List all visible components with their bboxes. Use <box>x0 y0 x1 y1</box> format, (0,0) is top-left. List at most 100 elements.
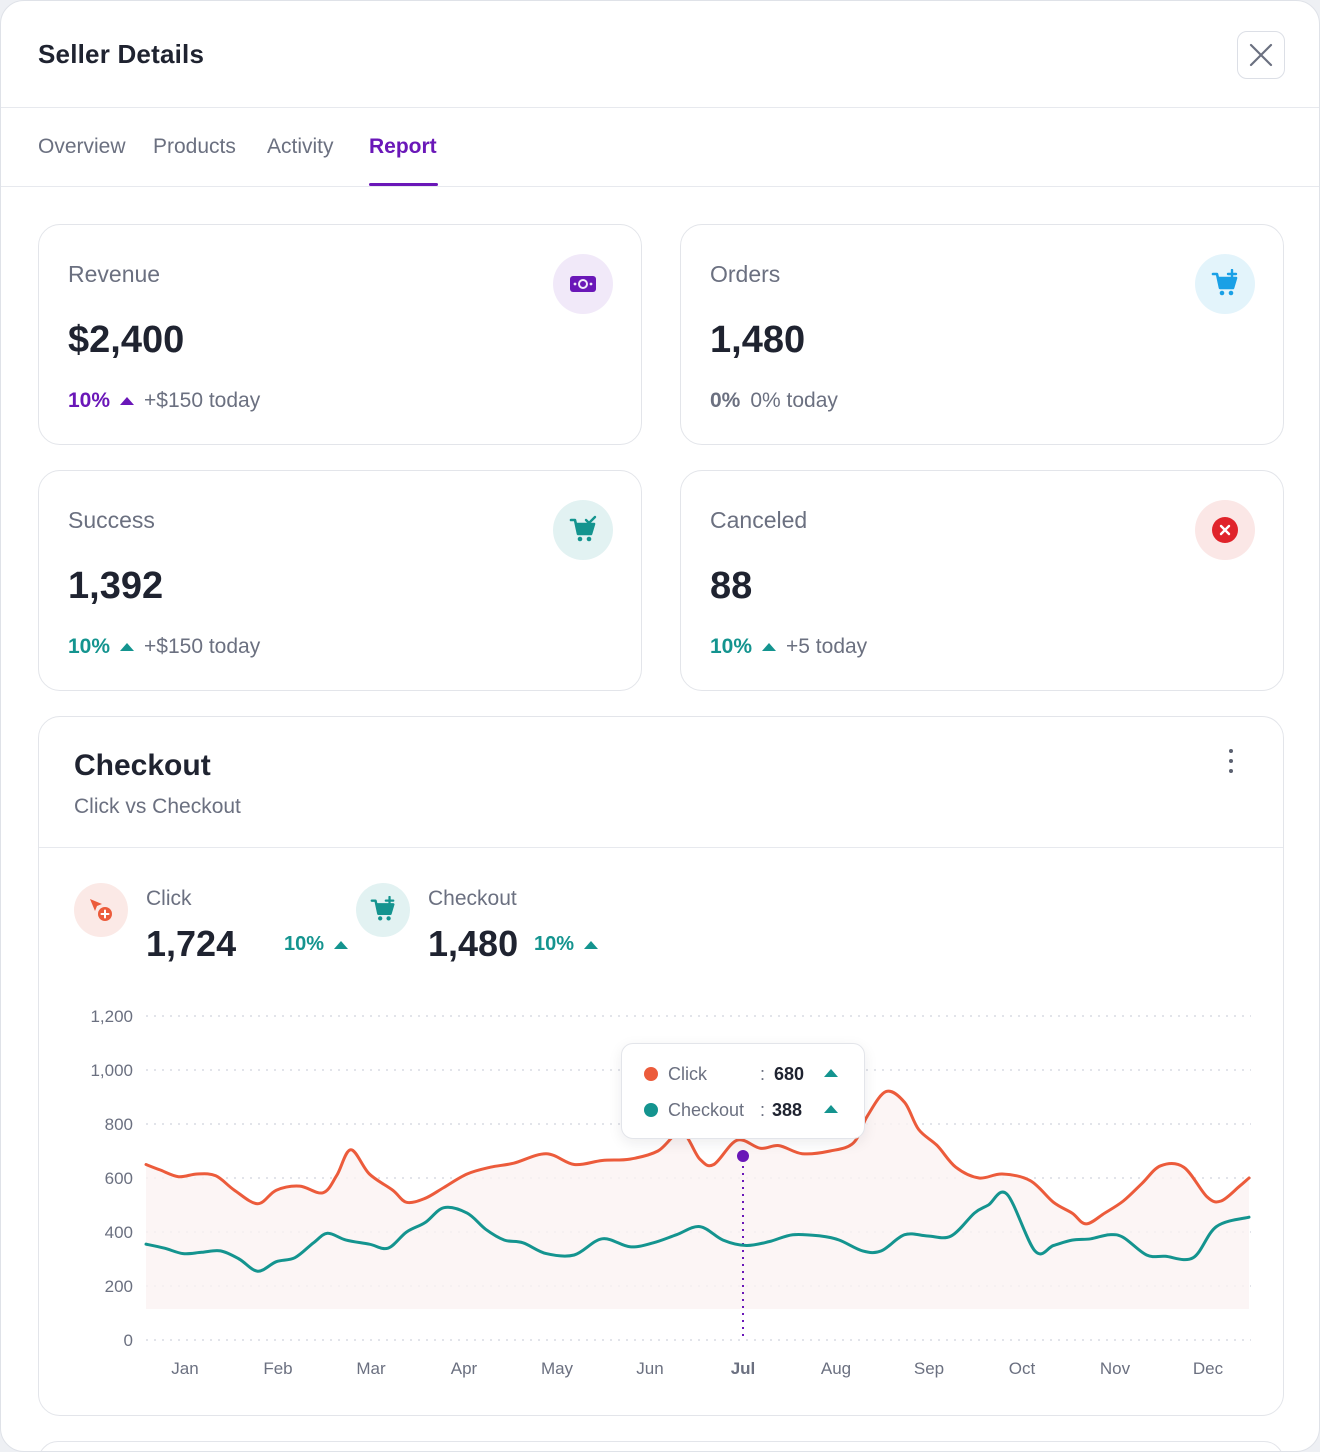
next-card-peek <box>38 1441 1284 1451</box>
orders-delta: 0% 0% today <box>710 389 838 413</box>
x-tick-label: Sep <box>914 1359 944 1378</box>
orders-label: Orders <box>710 261 781 287</box>
y-tick-label: 0 <box>124 1331 133 1350</box>
modal-header: Seller Details <box>1 1 1319 108</box>
tooltip-row-checkout: Checkout : 388 <box>644 1098 854 1122</box>
checkout-pct: 10% <box>534 933 575 955</box>
revenue-delta: 10% +$150 today <box>68 389 260 413</box>
y-tick-label: 200 <box>105 1277 133 1296</box>
trend-up-icon <box>334 940 349 949</box>
success-label: Success <box>68 507 155 533</box>
canceled-value: 88 <box>710 565 753 607</box>
tooltip-row-click: Click : 680 <box>644 1062 854 1086</box>
checkout-subtitle: Click vs Checkout <box>74 795 241 818</box>
close-button[interactable] <box>1237 31 1285 79</box>
more-options-button[interactable] <box>1217 743 1245 779</box>
tab-bar: Overview Products Activity Report <box>1 108 1319 187</box>
orders-pct: 0% <box>710 389 741 412</box>
click-series-line <box>144 1089 1251 1226</box>
card-divider <box>39 847 1283 848</box>
canceled-label: Canceled <box>710 507 808 533</box>
checkout-pct-row: 10% <box>534 933 599 956</box>
tooltip-colon: : <box>760 1099 766 1120</box>
revenue-card: Revenue $2,400 10% +$150 today <box>38 224 642 445</box>
click-pct-row: 10% <box>284 933 349 956</box>
checkout-series-line <box>144 1190 1251 1273</box>
click-icon-badge <box>74 883 128 937</box>
y-tick-label: 400 <box>105 1223 133 1242</box>
tab-report[interactable]: Report <box>369 135 437 158</box>
x-tick-label: Aug <box>821 1359 851 1378</box>
close-circle-icon <box>1212 517 1238 543</box>
x-tick-label: Apr <box>451 1359 478 1378</box>
y-tick-label: 1,000 <box>90 1061 133 1080</box>
orders-today: 0% today <box>750 389 838 412</box>
checkout-title: Checkout <box>74 749 211 782</box>
trend-up-icon <box>824 1069 838 1077</box>
checkout-label: Checkout <box>428 887 517 910</box>
orders-card: Orders 1,480 0% 0% today <box>680 224 1284 445</box>
revenue-today: +$150 today <box>144 389 261 412</box>
kebab-dot <box>1229 769 1233 773</box>
x-tick-label: Dec <box>1193 1359 1224 1378</box>
hover-point <box>737 1150 749 1162</box>
x-tick-label: Jul <box>731 1359 756 1378</box>
trend-up-icon <box>120 397 135 405</box>
orders-value: 1,480 <box>710 319 806 361</box>
click-legend-dot <box>644 1067 658 1081</box>
checkout-icon-badge <box>356 883 410 937</box>
trend-up-icon <box>120 643 135 651</box>
success-pct: 10% <box>68 635 111 658</box>
click-area-fill <box>146 1091 1249 1309</box>
orders-icon-badge <box>1195 254 1255 314</box>
canceled-pct: 10% <box>710 635 753 658</box>
tab-activity[interactable]: Activity <box>267 135 334 158</box>
x-tick-label: Feb <box>263 1359 292 1378</box>
checkout-legend-dot <box>644 1103 658 1117</box>
chart-tooltip: Click : 680 Checkout : 388 <box>621 1043 865 1139</box>
x-tick-label: Jun <box>636 1359 663 1378</box>
y-tick-label: 600 <box>105 1169 133 1188</box>
tooltip-click-value: 680 <box>774 1063 805 1084</box>
x-tick-label: Nov <box>1100 1359 1131 1378</box>
tab-overview[interactable]: Overview <box>38 135 126 158</box>
success-icon-badge <box>553 500 613 560</box>
canceled-card: Canceled 88 10% +5 today <box>680 470 1284 691</box>
cart-check-icon <box>569 515 597 542</box>
success-value: 1,392 <box>68 565 164 607</box>
cursor-click-icon <box>90 899 112 921</box>
tooltip-colon: : <box>760 1063 766 1084</box>
revenue-icon-badge <box>553 254 613 314</box>
cart-plus-icon <box>1211 269 1238 296</box>
canceled-delta: 10% +5 today <box>710 635 867 659</box>
close-icon <box>1249 43 1273 67</box>
cart-plus-icon <box>370 896 395 921</box>
success-today: +$150 today <box>144 635 261 658</box>
active-tab-indicator <box>369 183 438 186</box>
success-delta: 10% +$150 today <box>68 635 260 659</box>
trend-up-icon <box>584 940 599 949</box>
money-icon <box>570 276 596 292</box>
revenue-label: Revenue <box>68 261 161 287</box>
tooltip-checkout-name: Checkout <box>668 1099 745 1120</box>
x-tick-label: Jan <box>171 1359 198 1378</box>
x-tick-label: May <box>541 1359 574 1378</box>
kebab-dot <box>1229 749 1233 753</box>
revenue-value: $2,400 <box>68 319 185 361</box>
modal-title: Seller Details <box>38 39 205 69</box>
kebab-dot <box>1229 759 1233 763</box>
canceled-icon-badge <box>1195 500 1255 560</box>
y-tick-label: 800 <box>105 1115 133 1134</box>
click-pct: 10% <box>284 933 325 955</box>
trend-up-icon <box>824 1105 838 1113</box>
click-label: Click <box>146 887 192 910</box>
y-tick-label: 1,200 <box>90 1007 133 1026</box>
checkout-value: 1,480 <box>428 923 519 964</box>
tooltip-checkout-value: 388 <box>772 1099 803 1120</box>
trend-up-icon <box>762 643 777 651</box>
tab-products[interactable]: Products <box>153 135 236 158</box>
revenue-pct: 10% <box>68 389 111 412</box>
x-tick-label: Oct <box>1009 1359 1036 1378</box>
